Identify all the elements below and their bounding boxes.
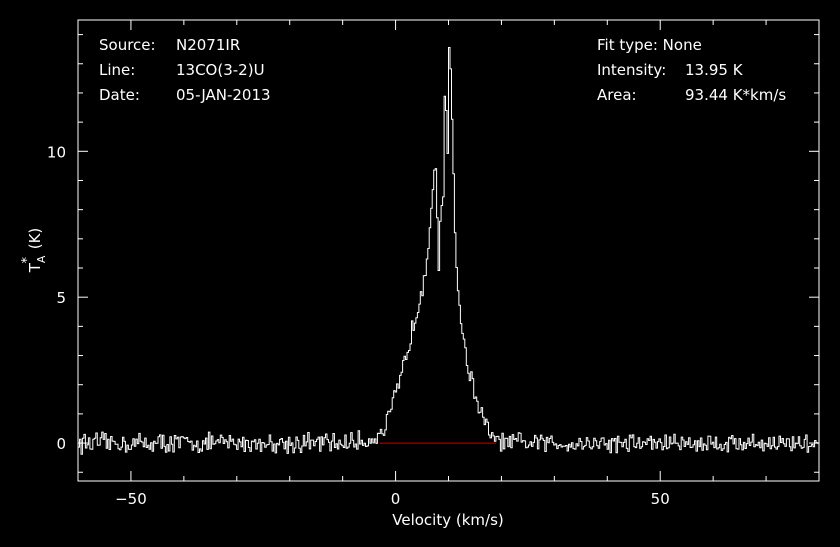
- area-label: Area:: [597, 86, 637, 104]
- y-tick-label: 0: [56, 435, 66, 453]
- date-value: 05-JAN-2013: [176, 86, 271, 104]
- y-tick-label: 5: [56, 289, 66, 307]
- line-value: 13CO(3-2)U: [176, 61, 265, 79]
- x-tick-label: −50: [115, 490, 147, 508]
- line-label: Line:: [99, 61, 135, 79]
- intensity-label: Intensity:: [597, 61, 666, 79]
- source-label: Source:: [99, 36, 156, 54]
- x-tick-label: 50: [651, 490, 670, 508]
- fit-type-text: Fit type: None: [597, 36, 702, 54]
- svg-text:TA* (K): TA* (K): [20, 228, 48, 274]
- x-axis-label: Velocity (km/s): [392, 511, 503, 529]
- intensity-value: 13.95 K: [685, 61, 744, 79]
- x-tick-label: 0: [391, 490, 401, 508]
- y-axis-label: TA* (K): [20, 228, 48, 274]
- date-label: Date:: [99, 86, 140, 104]
- spectrum-trace: [78, 47, 819, 455]
- source-value: N2071IR: [176, 36, 240, 54]
- y-tick-label: 10: [47, 143, 66, 161]
- area-value: 93.44 K*km/s: [685, 86, 786, 104]
